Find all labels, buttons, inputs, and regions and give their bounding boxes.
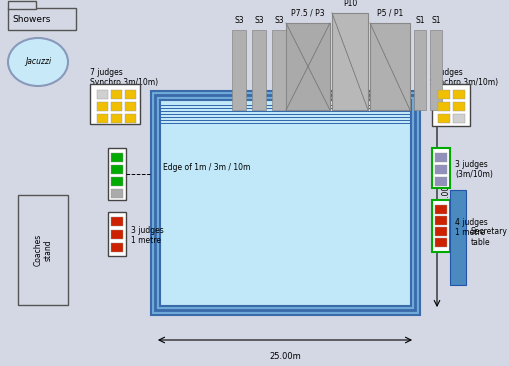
Bar: [159, 99, 411, 306]
Bar: [272, 30, 286, 110]
Text: S3: S3: [254, 16, 264, 25]
Bar: [370, 23, 410, 110]
Bar: [435, 165, 447, 174]
Bar: [111, 114, 122, 123]
Text: S3: S3: [274, 16, 284, 25]
Bar: [435, 238, 447, 247]
Bar: [111, 243, 123, 252]
Bar: [432, 148, 450, 188]
Text: P10: P10: [343, 0, 357, 8]
Bar: [438, 114, 450, 123]
Text: 25.00m: 25.00m: [269, 352, 301, 361]
Bar: [432, 84, 470, 126]
Bar: [111, 165, 123, 174]
Text: Coaches
stand: Coaches stand: [33, 234, 53, 266]
Text: 7 judges
Synchro 3m/10m): 7 judges Synchro 3m/10m): [90, 68, 158, 87]
Ellipse shape: [8, 38, 68, 86]
Text: 3 judges
(3m/10m): 3 judges (3m/10m): [455, 160, 493, 179]
Bar: [111, 102, 122, 111]
Bar: [111, 90, 122, 99]
Bar: [252, 30, 266, 110]
Bar: [450, 190, 466, 285]
Bar: [155, 95, 415, 310]
Bar: [111, 153, 123, 162]
Text: Edge of 1m / 3m / 10m: Edge of 1m / 3m / 10m: [163, 163, 250, 172]
Bar: [97, 90, 108, 99]
Bar: [125, 114, 136, 123]
Text: Secretary
table: Secretary table: [471, 227, 508, 247]
Bar: [453, 114, 465, 123]
Text: P5 / P1: P5 / P1: [377, 9, 403, 18]
Bar: [155, 95, 415, 310]
Bar: [432, 200, 450, 252]
Text: S3: S3: [234, 16, 244, 25]
Bar: [438, 90, 450, 99]
Bar: [435, 227, 447, 236]
Bar: [332, 13, 368, 110]
Bar: [111, 177, 123, 186]
Bar: [8, 8, 76, 30]
Bar: [8, 1, 36, 9]
Text: 5 judges
Synchro 3m/10m): 5 judges Synchro 3m/10m): [430, 68, 498, 87]
Bar: [97, 102, 108, 111]
Bar: [111, 189, 123, 198]
Text: 3 judges
1 metre: 3 judges 1 metre: [131, 226, 164, 245]
Text: S1: S1: [415, 16, 425, 25]
Bar: [453, 90, 465, 99]
Text: Showers: Showers: [12, 15, 50, 25]
Bar: [286, 23, 330, 110]
Bar: [111, 217, 123, 226]
Bar: [97, 114, 108, 123]
Bar: [125, 90, 136, 99]
Bar: [232, 30, 246, 110]
Bar: [438, 102, 450, 111]
Text: Min. 20.00m: Min. 20.00m: [442, 178, 451, 226]
Bar: [155, 95, 415, 310]
Bar: [414, 30, 426, 110]
Text: P7.5 / P3: P7.5 / P3: [291, 9, 325, 18]
Bar: [18, 195, 68, 305]
Text: Jacuzzi: Jacuzzi: [25, 57, 51, 67]
Bar: [435, 177, 447, 186]
Bar: [108, 212, 126, 256]
Text: S1: S1: [431, 16, 441, 25]
Bar: [108, 148, 126, 200]
Bar: [90, 84, 140, 124]
Bar: [453, 102, 465, 111]
Bar: [111, 230, 123, 239]
Text: 4 judges
1 metre: 4 judges 1 metre: [455, 218, 488, 238]
Bar: [430, 30, 442, 110]
Bar: [435, 216, 447, 225]
Bar: [435, 153, 447, 162]
Bar: [125, 102, 136, 111]
Bar: [435, 205, 447, 214]
